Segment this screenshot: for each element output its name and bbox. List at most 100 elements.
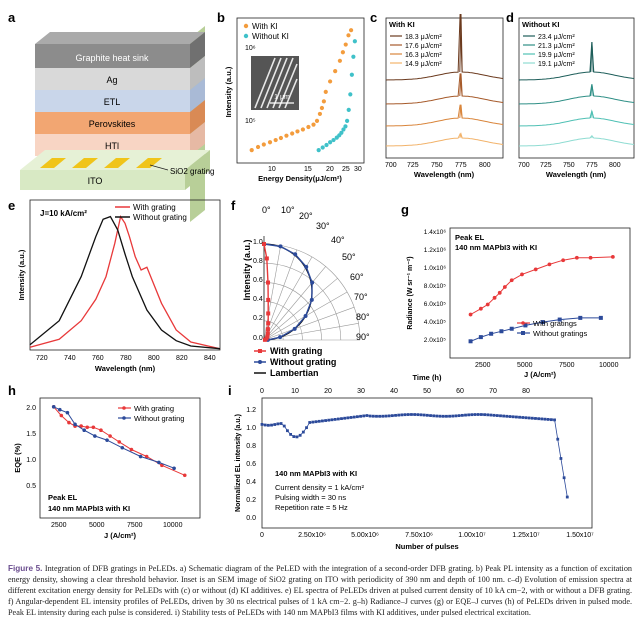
f-grid-spoke [263, 278, 338, 341]
figure-canvas: a Graphite heat sink Ag ETL Perovskites … [8, 10, 635, 551]
panel-a: a Graphite heat sink Ag ETL Perovskites … [8, 10, 214, 222]
legend-h-with: With grating [134, 404, 174, 413]
xtick-e-740: 740 [64, 355, 76, 362]
ytick-g-14: 1.4x10⁶ [424, 229, 447, 236]
plot-frame-i [261, 397, 593, 529]
xtick-b-20: 20 [326, 166, 334, 173]
xtick-b-30: 30 [354, 166, 362, 173]
f-grid-spoke [263, 266, 326, 341]
b-point-0 [273, 137, 278, 143]
b-point-0 [261, 142, 266, 147]
ytick-b-1e5: 10⁵ [245, 118, 256, 125]
ytick-i-00: 0.0 [246, 515, 256, 522]
f-with-line [263, 243, 269, 341]
panel-label-h: h [8, 383, 16, 398]
panel-label-a: a [8, 10, 16, 25]
layer-label-ag: Ag [106, 75, 117, 85]
plot-frame-b [236, 17, 365, 164]
legend-c: 18.3 μJ/cm² 17.6 μJ/cm² 16.3 μJ/cm² 14.9… [390, 34, 442, 68]
ylabel-e: Intensity (a.u.) [17, 249, 26, 300]
plot-frame-g [449, 227, 631, 359]
b-point-0 [343, 42, 348, 47]
xtick-h-2500: 2500 [51, 522, 67, 529]
i-trace [261, 414, 568, 498]
xtick-e-780: 780 [120, 355, 132, 362]
legend-f-without: Without grating [270, 357, 336, 367]
pd-lines-peak-3 [590, 134, 594, 139]
f-grid-ring [263, 282, 322, 341]
panel-h: h With grating Without grating Peak EL 1… [8, 383, 201, 540]
ytick-g-6: 6.0x10⁵ [424, 301, 447, 308]
ytick-i-08: 0.8 [246, 443, 256, 450]
layer-perovskites [35, 112, 190, 134]
layer-graphite [35, 44, 190, 68]
b-point-1 [343, 124, 348, 129]
b-point-1 [324, 142, 329, 148]
angle-f-0: 0° [262, 205, 271, 215]
top-tick-i-40: 40 [390, 388, 398, 395]
xlabel-d: Wavelength (nm) [546, 170, 607, 179]
h-series-1 [53, 406, 175, 469]
ytick-g-4: 4.0x10⁵ [424, 319, 447, 326]
ytick-g-8: 8.0x10⁵ [424, 283, 447, 290]
xtick-g-5000: 5000 [517, 362, 533, 369]
xtick-b-25: 25 [342, 166, 350, 173]
f-grid-ring [263, 262, 342, 341]
caption-text: Integration of DFB gratings in PeLEDs. a… [8, 564, 633, 618]
b-point-0 [346, 33, 351, 38]
legend-d-3: 19.9 μJ/cm² [538, 52, 575, 59]
panel-c: c With KI 18.3 μJ/cm² 17.6 μJ/cm² 16.3 μ… [370, 10, 504, 179]
xtick-d-775: 775 [586, 162, 598, 169]
b-point-0 [348, 28, 354, 33]
legend-d: 23.4 μJ/cm² 21.3 μJ/cm² 19.9 μJ/cm² 19.1… [523, 34, 575, 68]
legend-h-without: Without grating [134, 414, 184, 423]
ytick-f-08: 0.8 [253, 258, 263, 265]
pd-lines-spectrum-1 [518, 84, 635, 105]
b-point-0 [337, 58, 343, 63]
figure-label: Figure 5. [8, 564, 43, 573]
ytick-i-06: 0.6 [246, 461, 256, 468]
g-point-without [468, 339, 473, 344]
legend-c-2: 17.6 μJ/cm² [405, 43, 442, 50]
panel-f: f Intensity (a.u.) 0.0 0.2 0.4 0.6 0.8 1… [231, 198, 370, 378]
xtick-c-800: 800 [479, 162, 491, 169]
ytick-g-2: 2.0x10⁵ [424, 337, 447, 344]
legend-g-with: With gratings [533, 319, 577, 328]
g-series-0 [470, 256, 613, 315]
pc-lines-spectrum-2 [385, 104, 504, 127]
annotation-h-1: Peak EL [48, 493, 78, 502]
pd-lines-peak-2 [590, 111, 594, 119]
b-point-0 [319, 105, 325, 111]
top-tick-i-10: 10 [291, 388, 299, 395]
angle-f-70: 70° [354, 292, 368, 302]
legend-d-1: 23.4 μJ/cm² [538, 34, 575, 41]
note-i-1: 140 nm MAPbI3 with KI [275, 469, 357, 478]
b-point-1 [331, 137, 336, 143]
pc-lines-peak-1 [459, 73, 463, 97]
angle-f-80: 80° [356, 312, 370, 322]
xtick-i-25: 2.50x10⁶ [298, 532, 326, 539]
b-point-1 [328, 140, 333, 145]
b-point-0 [314, 118, 320, 124]
xtick-i-50: 5.00x10⁶ [351, 532, 379, 539]
panel-label-d: d [506, 10, 514, 25]
xtick-c-700: 700 [385, 162, 397, 169]
b-point-1 [316, 148, 321, 153]
ylabel-g: Radiance (W sr⁻¹ m⁻²) [407, 256, 414, 329]
xlabel-i: Number of pulses [395, 542, 458, 551]
annotation-g-2: 140 nm MAPbI3 with KI [455, 243, 537, 252]
pc-lines-spectrum-3 [385, 132, 504, 147]
pd-lines-spectrum-0 [518, 41, 635, 81]
legend-d-2: 21.3 μJ/cm² [538, 43, 575, 50]
layer-label-graphite: Graphite heat sink [75, 53, 149, 63]
angle-f-40: 40° [331, 235, 345, 245]
annotation-g-1: Peak EL [455, 233, 485, 242]
b-point-0 [278, 135, 284, 141]
panel-d: d Without KI 23.4 μJ/cm² 21.3 μJ/cm² 19.… [506, 10, 635, 179]
b-point-1 [341, 127, 346, 132]
b-point-1 [339, 130, 344, 135]
f-grid-ring [263, 243, 361, 341]
ytick-h-15: 1.5 [26, 431, 36, 438]
note-i-4: Repetition rate = 5 Hz [275, 503, 348, 512]
xlabel-c: Wavelength (nm) [414, 170, 475, 179]
